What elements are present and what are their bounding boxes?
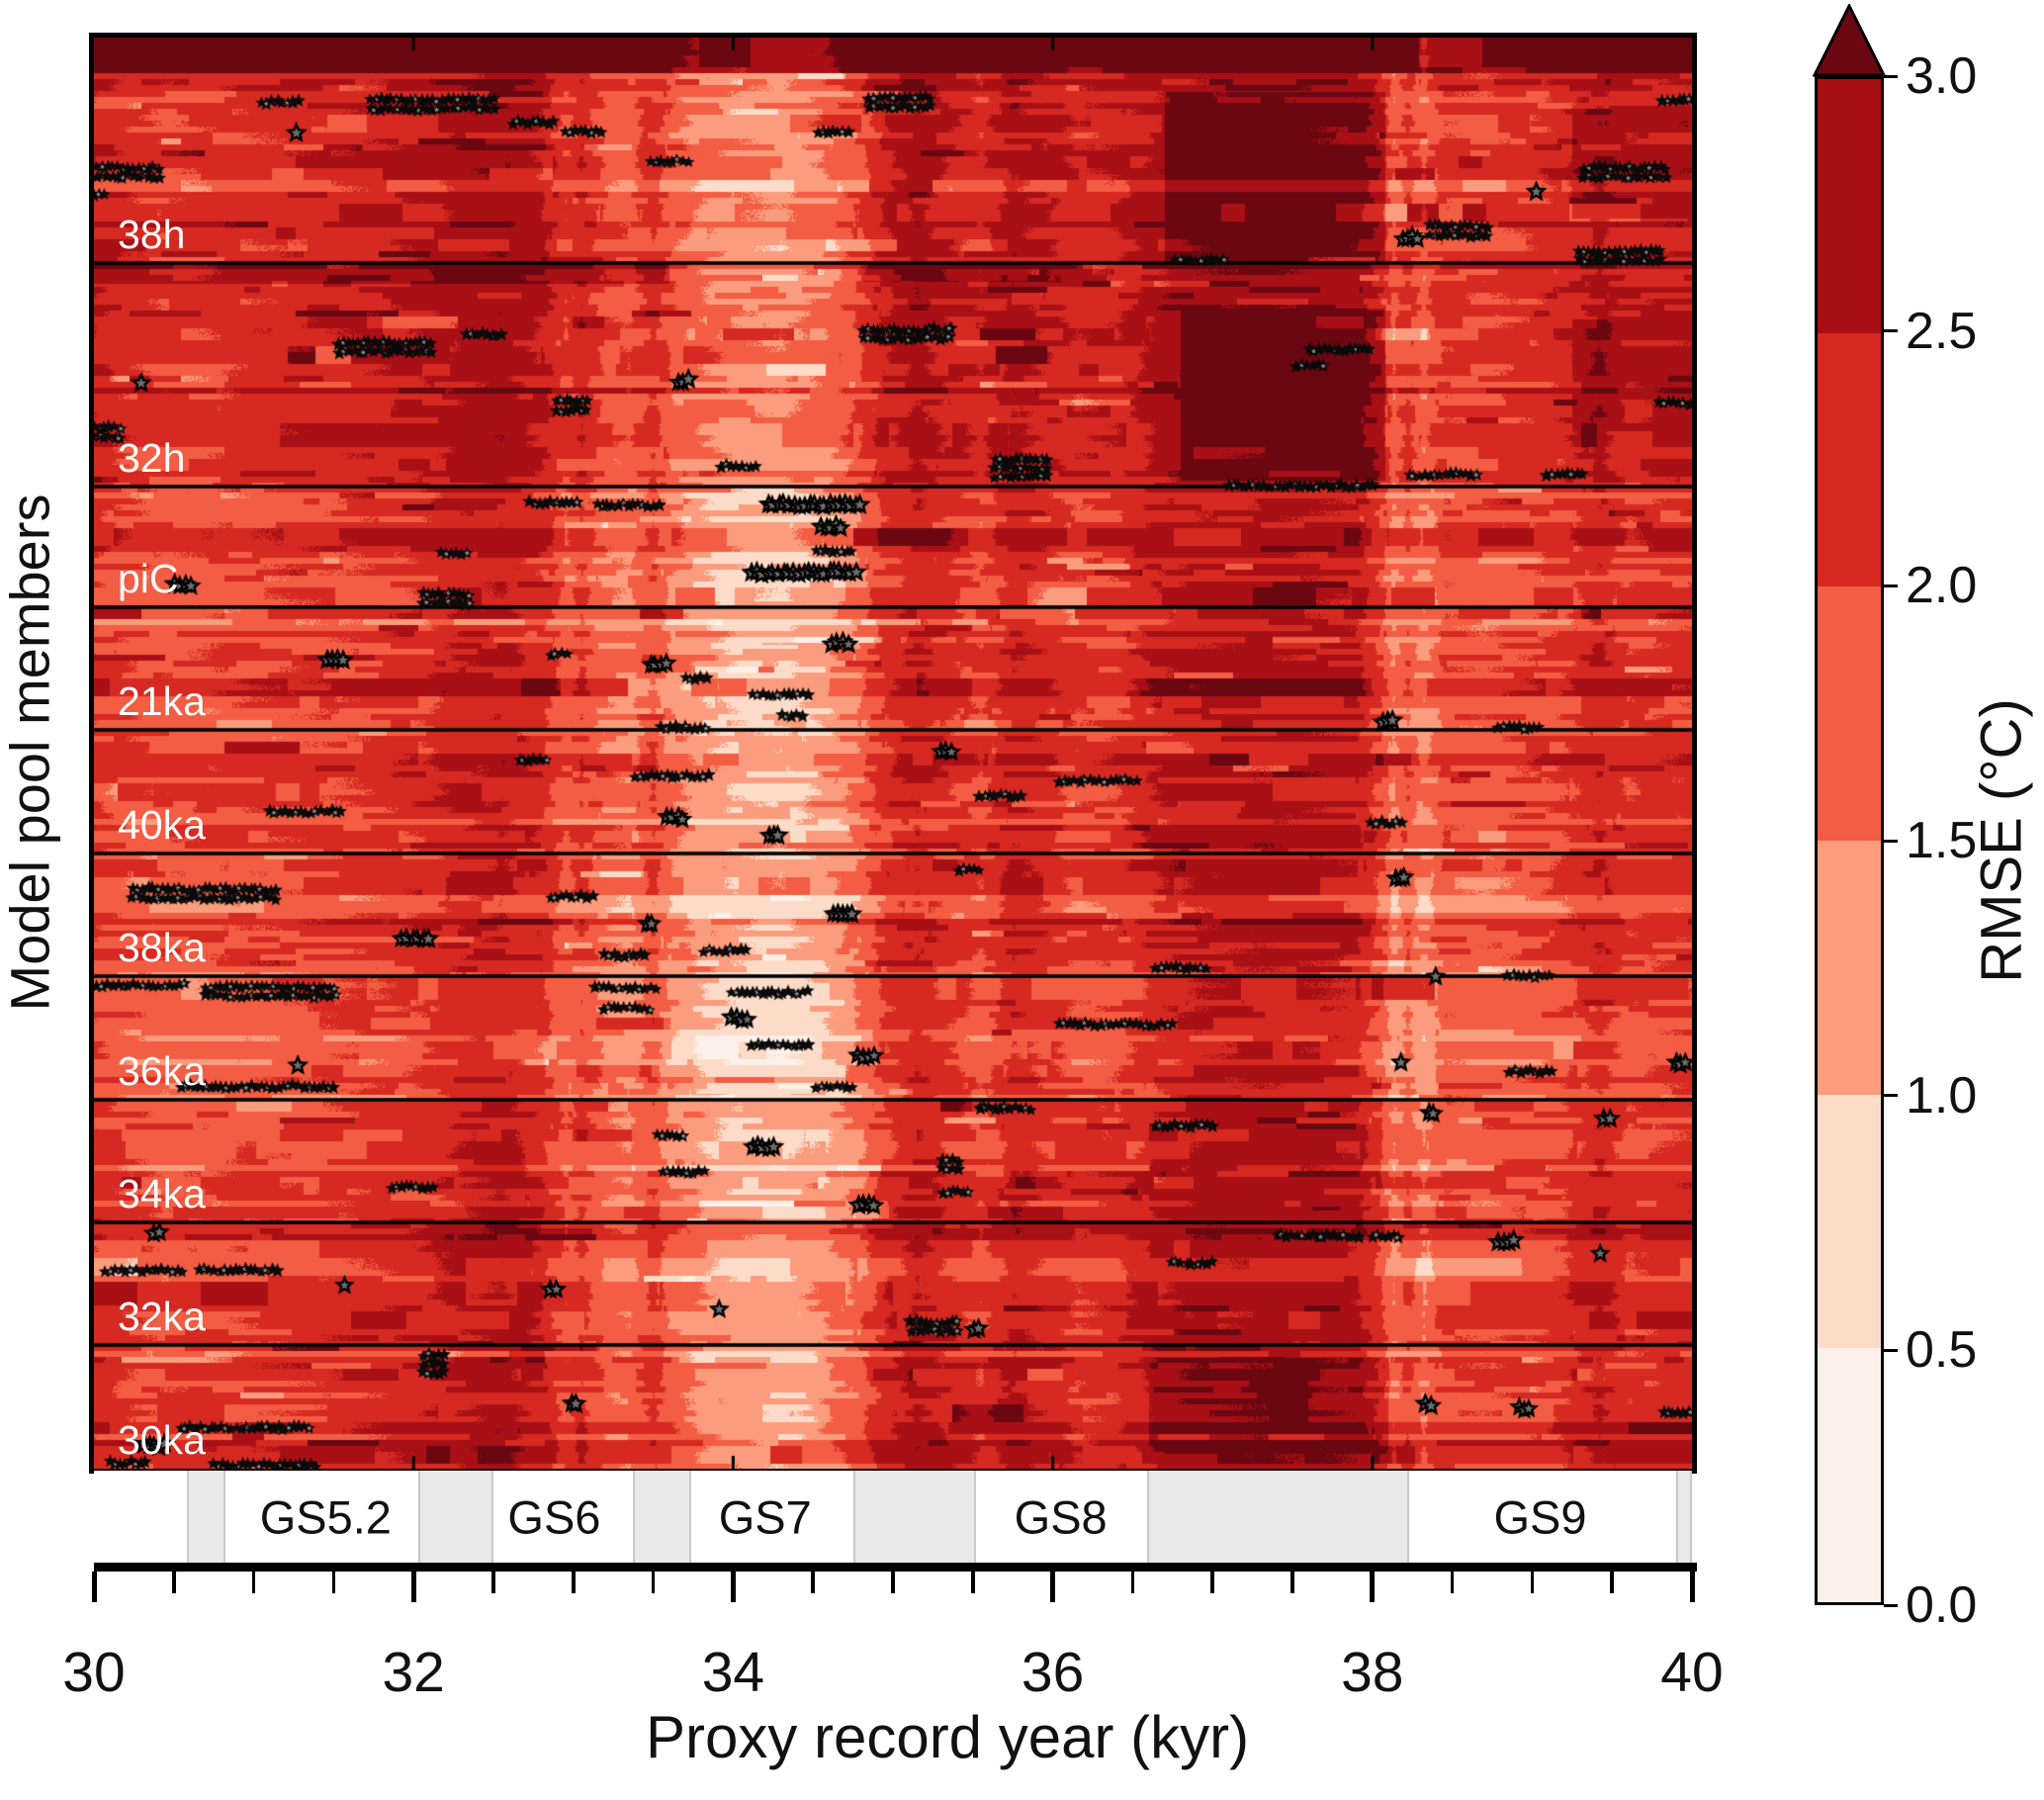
colorbar-tick-1.0	[1884, 1094, 1898, 1098]
x-major-tick	[1689, 1572, 1695, 1602]
stadial-label-GS6: GS6	[507, 1490, 601, 1543]
x-major-tick	[1370, 1572, 1376, 1602]
stadial-label-GS8: GS8	[1014, 1490, 1108, 1543]
x-tick-label-40: 40	[1660, 1641, 1724, 1704]
colorbar-label-1.5: 1.5	[1906, 812, 1978, 869]
x-minor-tick	[1210, 1572, 1214, 1593]
colorbar-title: RMSE (°C)	[1969, 698, 2034, 983]
x-minor-tick	[811, 1572, 815, 1593]
section-label-30ka: 30ka	[118, 1417, 206, 1463]
colorbar-segment-4	[1818, 1094, 1881, 1349]
x-minor-tick	[251, 1572, 256, 1593]
x-major-tick	[1050, 1572, 1056, 1602]
stadial-band-5	[1675, 1471, 1692, 1563]
x-axis-line	[94, 1563, 1697, 1572]
x-minor-tick	[1610, 1572, 1614, 1593]
x-minor-tick	[1290, 1572, 1294, 1593]
stadial-band-4	[1146, 1471, 1409, 1563]
stadial-band-1	[418, 1471, 493, 1563]
stadial-label-GS5.2: GS5.2	[259, 1490, 392, 1543]
x-minor-tick	[651, 1572, 656, 1593]
section-label-34ka: 34ka	[118, 1171, 206, 1216]
x-tick-label-36: 36	[1021, 1641, 1085, 1704]
section-label-piC: piC	[118, 556, 179, 601]
x-minor-tick	[491, 1572, 495, 1593]
x-minor-tick	[331, 1572, 336, 1593]
section-label-40ka: 40ka	[118, 802, 206, 848]
stadial-label-GS9: GS9	[1493, 1490, 1587, 1543]
stadial-label-GS7: GS7	[718, 1490, 812, 1543]
x-minor-tick	[1530, 1572, 1535, 1593]
x-minor-tick	[891, 1572, 895, 1593]
x-minor-tick	[172, 1572, 176, 1593]
x-major-tick	[730, 1572, 736, 1602]
colorbar-segment-1	[1818, 332, 1881, 587]
colorbar-extend-arrow	[1813, 4, 1886, 77]
colorbar-tick-3.0	[1884, 74, 1898, 78]
x-major-tick	[91, 1572, 97, 1602]
colorbar-tick-1.5	[1884, 839, 1898, 843]
section-label-38h: 38h	[118, 212, 186, 257]
colorbar-tick-0.5	[1884, 1348, 1898, 1352]
x-tick-label-38: 38	[1341, 1641, 1404, 1704]
x-major-tick	[410, 1572, 416, 1602]
x-minor-tick	[572, 1572, 576, 1593]
x-minor-tick	[1450, 1572, 1455, 1593]
section-label-32ka: 32ka	[118, 1294, 206, 1339]
colorbar-segment-2	[1818, 586, 1881, 842]
colorbar-tick-2.5	[1884, 329, 1898, 333]
stadial-band-3	[852, 1471, 977, 1563]
colorbar-segment-3	[1818, 841, 1881, 1095]
stadial-band-0	[186, 1471, 225, 1563]
colorbar-tick-0.0	[1884, 1603, 1898, 1607]
colorbar-label-0.5: 0.5	[1906, 1321, 1978, 1380]
colorbar-segment-5	[1818, 1348, 1881, 1603]
colorbar-segment-0	[1818, 79, 1881, 333]
heatmap-plot-area: 38h 32h piC 21ka 40ka 38ka 36ka 34ka 32ka 30ka	[89, 33, 1697, 1474]
y-axis-title: Model pool members	[0, 494, 61, 1012]
colorbar-label-0.0: 0.0	[1906, 1576, 1978, 1634]
section-label-21ka: 21ka	[118, 678, 206, 724]
x-minor-tick	[1130, 1572, 1135, 1593]
colorbar-label-3.0: 3.0	[1906, 47, 1978, 105]
colorbar-tick-2.0	[1884, 584, 1898, 587]
stadial-strip: GS5.2 GS6 GS7 GS8 GS9	[94, 1471, 1692, 1563]
section-label-32h: 32h	[118, 435, 186, 481]
section-label-38ka: 38ka	[118, 925, 206, 970]
stadial-band-2	[632, 1471, 692, 1563]
x-tick-label-34: 34	[701, 1641, 765, 1704]
x-axis-title: Proxy record year (kyr)	[645, 1704, 1250, 1770]
colorbar-label-2.0: 2.0	[1906, 557, 1978, 615]
x-tick-label-30: 30	[62, 1641, 126, 1704]
x-tick-label-32: 32	[382, 1641, 445, 1704]
colorbar-label-2.5: 2.5	[1906, 302, 1978, 360]
colorbar-label-1.0: 1.0	[1906, 1066, 1978, 1125]
x-minor-tick	[971, 1572, 975, 1593]
heatmap-canvas	[94, 38, 1692, 1469]
colorbar	[1815, 76, 1884, 1605]
section-label-36ka: 36ka	[118, 1048, 206, 1094]
